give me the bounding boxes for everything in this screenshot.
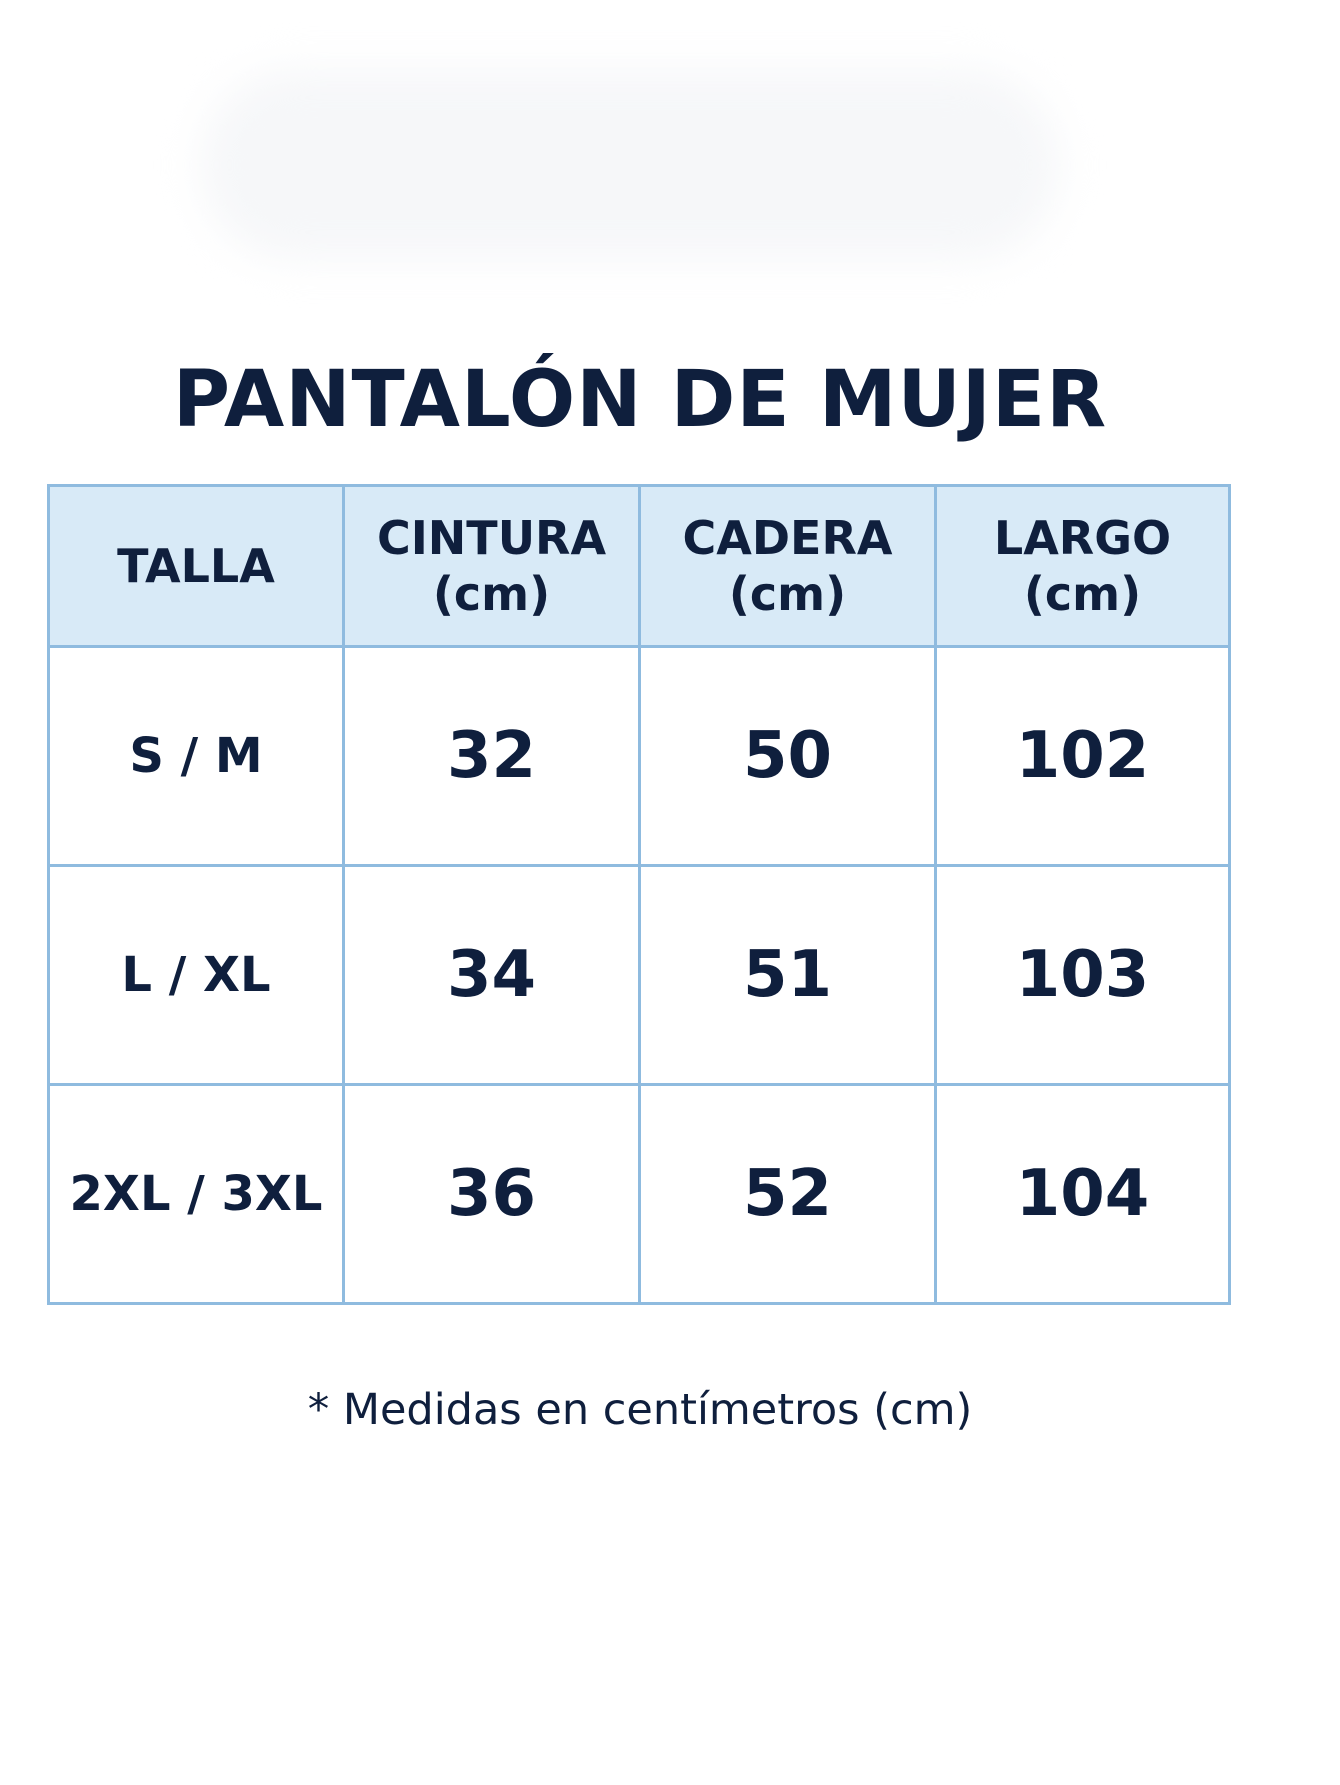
header-line: CINTURA (376, 511, 607, 565)
measure-cell: 103 (934, 864, 1231, 1086)
table-row: L / XL 34 51 103 (47, 864, 1231, 1086)
header-cell: LARGO (cm) (934, 484, 1231, 648)
header-row: TALLA CINTURA (cm) CADERA (cm) LARGO (cm) (47, 484, 1231, 648)
size-table: TALLA CINTURA (cm) CADERA (cm) LARGO (cm) S / … (47, 484, 1231, 1305)
blurred-logo (200, 70, 1060, 260)
size-cell: S / M (47, 645, 345, 867)
footnote: * Medidas en centímetros (cm) (307, 1385, 973, 1435)
measure-cell: 34 (342, 864, 641, 1086)
measure-cell: 50 (638, 645, 937, 867)
header-line: TALLA (117, 539, 275, 593)
measure-cell: 104 (934, 1083, 1231, 1305)
header-line: (cm) (432, 567, 551, 621)
size-cell: L / XL (47, 864, 345, 1086)
measure-cell: 102 (934, 645, 1231, 867)
title: PANTALÓN DE MUJER (172, 355, 1108, 445)
measure-cell: 32 (342, 645, 641, 867)
table-body: S / M 32 50 102 L / XL 34 51 103 2XL / 3XL 36 52 10… (47, 645, 1231, 1305)
measure-cell: 51 (638, 864, 937, 1086)
header-cell: TALLA (47, 484, 345, 648)
header-cell: CADERA (cm) (638, 484, 937, 648)
header-line: (cm) (1023, 567, 1142, 621)
header-line: LARGO (993, 511, 1172, 565)
table-row: 2XL / 3XL 36 52 104 (47, 1083, 1231, 1305)
measure-cell: 52 (638, 1083, 937, 1305)
measure-cell: 36 (342, 1083, 641, 1305)
table-row: S / M 32 50 102 (47, 645, 1231, 867)
header-line: CADERA (682, 511, 893, 565)
header-cell: CINTURA (cm) (342, 484, 641, 648)
size-cell: 2XL / 3XL (47, 1083, 345, 1305)
header-line: (cm) (728, 567, 847, 621)
